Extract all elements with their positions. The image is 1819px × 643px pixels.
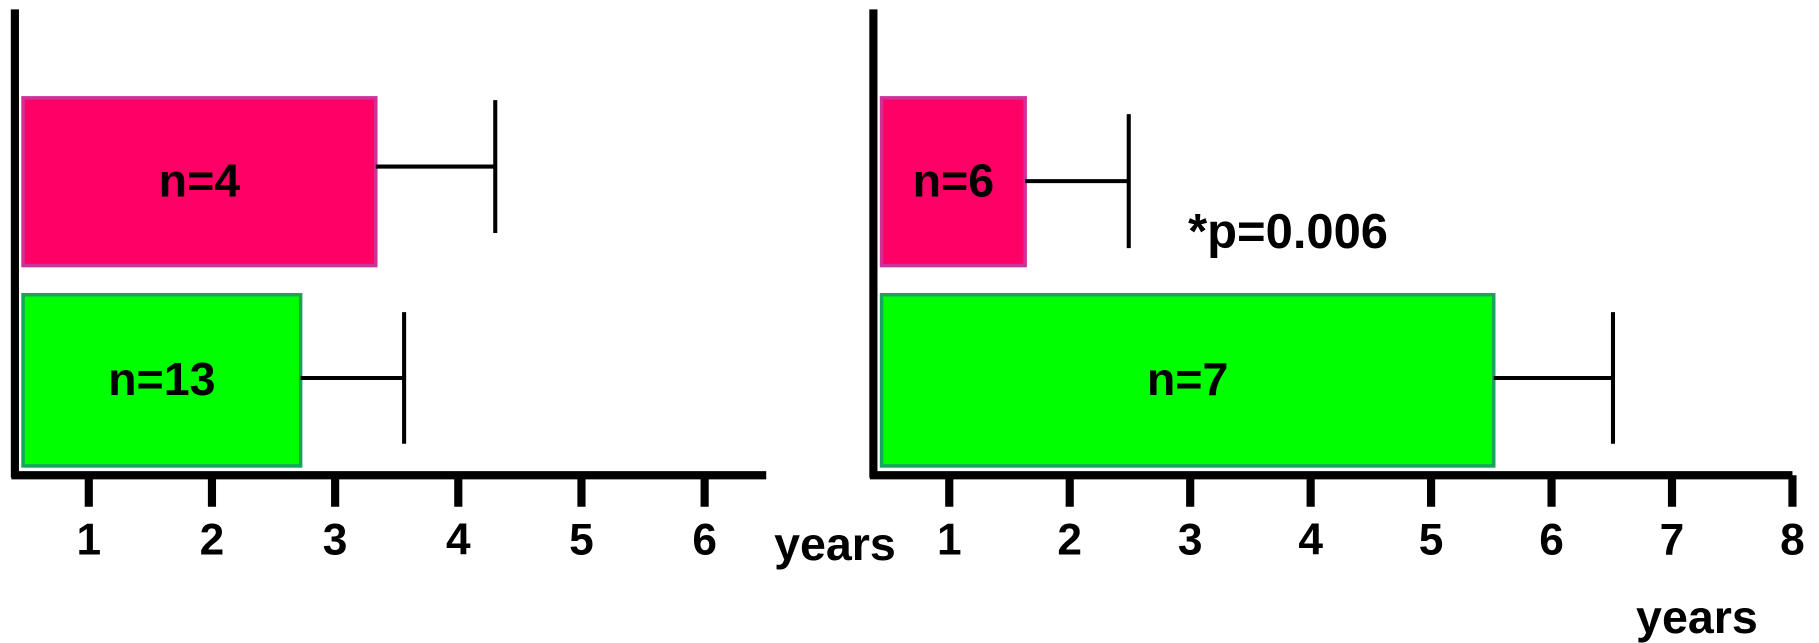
x-tick-label: 6 <box>1539 516 1564 565</box>
bar <box>879 292 1496 468</box>
bar <box>879 96 1027 268</box>
x-tick-label: 3 <box>1178 516 1203 565</box>
x-tick-label: 4 <box>446 516 471 565</box>
x-tick-label: 7 <box>1660 516 1685 565</box>
x-tick-label: 2 <box>200 516 225 565</box>
x-tick-label: 5 <box>569 516 594 565</box>
x-tick-label: 6 <box>692 516 717 565</box>
bar-label: n=13 <box>108 353 215 405</box>
bar-label: n=6 <box>913 154 995 206</box>
bar <box>21 96 378 268</box>
x-tick-label: 8 <box>1780 516 1805 565</box>
x-tick-label: 5 <box>1419 516 1444 565</box>
bar <box>21 292 303 468</box>
x-axis-label: years <box>774 518 896 570</box>
bar-label: n=7 <box>1147 353 1229 405</box>
x-tick-label: 2 <box>1057 516 1082 565</box>
annotation: *p=0.006 <box>1188 205 1388 259</box>
x-tick-label: 1 <box>76 516 101 565</box>
x-tick-label: 3 <box>323 516 348 565</box>
x-tick-label: 1 <box>937 516 962 565</box>
bar-label: n=4 <box>159 154 241 206</box>
x-tick-label: 4 <box>1298 516 1323 565</box>
x-axis-label: years <box>1636 591 1758 643</box>
